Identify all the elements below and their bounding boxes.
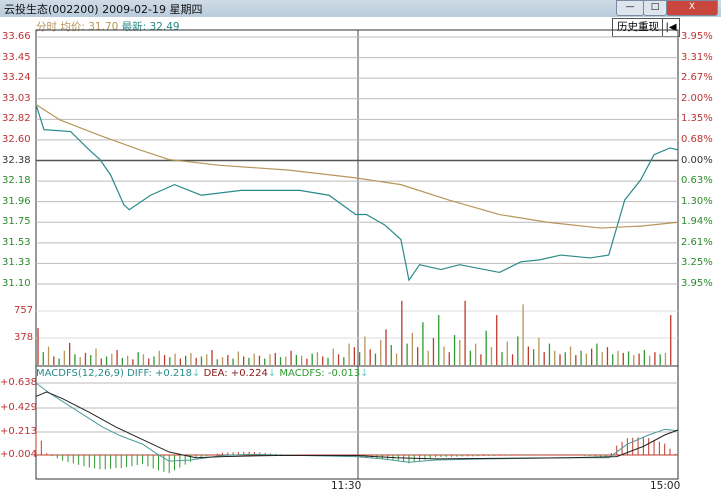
pct-tick-label: 3.95%	[681, 31, 713, 42]
pct-tick-label: 1.35%	[681, 113, 713, 125]
macd-tick-label: +0.004	[0, 449, 38, 460]
price-tick-label: 33.03	[2, 92, 31, 104]
macd-dea-line	[35, 391, 679, 460]
avg-price-line	[35, 104, 679, 229]
price-tick-label: 33.24	[2, 72, 31, 84]
pct-tick-label: 3.25%	[681, 257, 713, 269]
volume-tick-label: 757	[14, 305, 34, 316]
window-title: 云投生态(002200) 2009-02-19 星期四	[4, 3, 203, 16]
price-tick-label: 31.10	[2, 278, 31, 289]
pct-tick-label: 1.30%	[681, 195, 713, 207]
pct-tick-label: 0.63%	[681, 175, 713, 187]
macd-tick-label: +0.213	[0, 426, 38, 437]
price-tick-label: 31.96	[2, 195, 31, 207]
macd-diff-line	[35, 382, 679, 463]
time-label-1130: 11:30	[331, 480, 362, 492]
pct-tick-label: 2.67%	[681, 72, 713, 84]
price-tick-label: 31.75	[2, 216, 31, 228]
price-line	[35, 104, 679, 282]
macd-legend: MACDFS(12,26,9) DIFF: +0.218↓ DEA: +0.22…	[36, 368, 369, 379]
price-tick-label: 32.38	[2, 154, 31, 166]
pct-tick-label: 3.95%	[681, 278, 713, 289]
price-tick-label: 33.66	[2, 31, 31, 42]
pct-tick-label: 2.61%	[681, 236, 713, 248]
volume-tick-label: 378	[14, 332, 34, 343]
price-tick-label: 31.53	[2, 236, 31, 248]
macd-dea-label: DEA: +0.224	[203, 368, 268, 379]
pct-tick-label: 2.00%	[681, 92, 713, 104]
close-button[interactable]: X	[666, 0, 718, 16]
price-tick-label: 31.33	[2, 257, 31, 269]
pct-tick-label: 0.00%	[681, 154, 713, 166]
pct-tick-label: 0.68%	[681, 133, 713, 145]
price-tick-label: 32.60	[2, 133, 31, 145]
price-tick-label: 33.45	[2, 51, 31, 63]
time-label-1500: 15:00	[650, 480, 681, 492]
macd-hist-label: MACDFS: -0.013	[279, 368, 361, 379]
window-titlebar: 云投生态(002200) 2009-02-19 星期四 — □ X	[0, 0, 721, 17]
macd-tick-label: +0.638	[0, 377, 38, 388]
pct-tick-label: 1.94%	[681, 216, 713, 228]
pct-tick-label: 3.31%	[681, 51, 713, 63]
macd-prefix: MACDFS(12,26,9)	[36, 368, 124, 379]
macd-diff-label: DIFF: +0.218	[127, 368, 192, 379]
price-tick-label: 32.18	[2, 175, 31, 187]
chart-frame	[35, 29, 679, 480]
macd-tick-label: +0.429	[0, 402, 38, 413]
price-tick-label: 32.82	[2, 113, 31, 125]
